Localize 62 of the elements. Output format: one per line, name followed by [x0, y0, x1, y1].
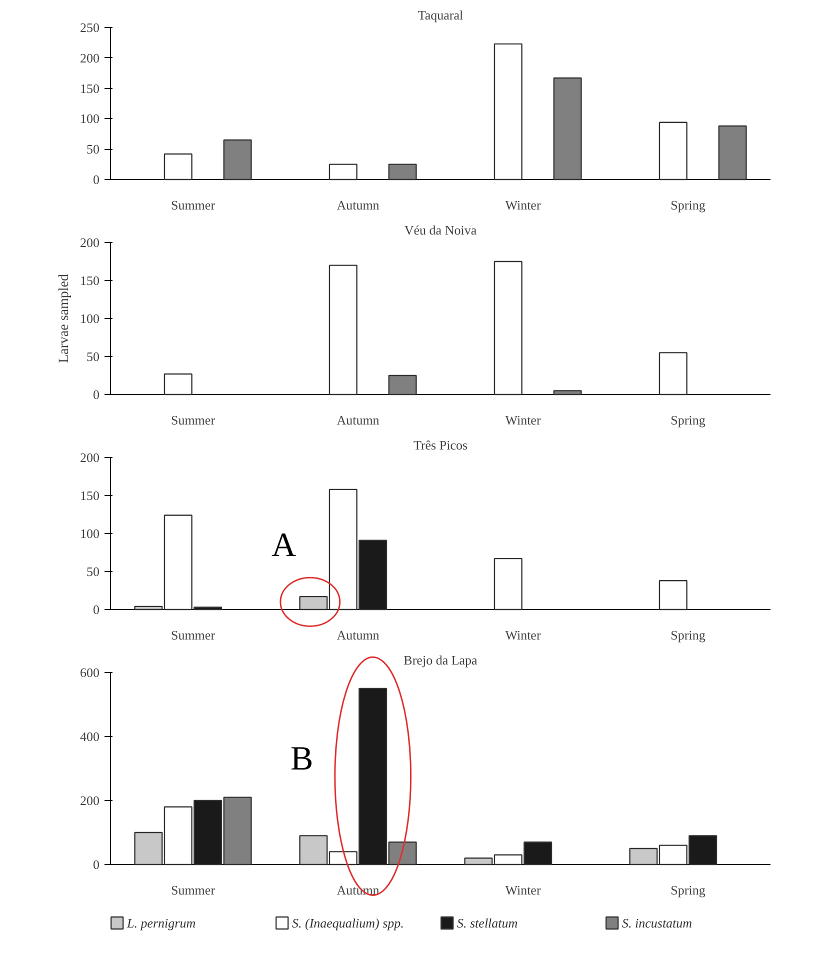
x-tick-label: Spring	[670, 412, 706, 428]
y-tick-label: 200	[80, 450, 100, 465]
y-tick-label: 0	[93, 857, 100, 872]
y-tick-label: 100	[80, 111, 100, 126]
y-tick-label: 50	[86, 142, 100, 157]
x-tick-label: Winter	[505, 198, 542, 212]
legend-label: S. incustatum	[622, 916, 692, 930]
bar	[328, 264, 358, 396]
y-tick-label: 200	[80, 235, 100, 250]
bar	[553, 390, 582, 396]
chart-title: Brejo da Lapa	[404, 652, 478, 668]
bar	[388, 164, 417, 180]
x-tick-label: Autumn	[336, 198, 380, 212]
x-tick-label: Spring	[670, 882, 706, 898]
bar	[494, 43, 522, 180]
y-tick-label: 200	[80, 793, 100, 808]
y-tick-label: 200	[80, 50, 100, 66]
x-tick-label: Winter	[505, 882, 542, 898]
y-tick-label: 150	[80, 273, 100, 288]
bar	[658, 122, 688, 180]
bar	[658, 352, 688, 396]
y-tick-label: 0	[93, 387, 100, 402]
bar	[553, 77, 582, 180]
x-tick-label: Summer	[170, 412, 216, 428]
bar	[164, 153, 192, 180]
y-tick-label: 150	[80, 488, 100, 503]
y-tick-label: 50	[86, 564, 100, 579]
legend-label: S. (Inaequalium) spp.	[292, 916, 404, 930]
y-tick-label: 150	[80, 80, 100, 96]
x-tick-label: Autumn	[336, 628, 380, 642]
y-tick-label: 400	[80, 729, 100, 744]
y-axis-title: Larvae sampled	[57, 274, 72, 364]
chart-title: Três Picos	[413, 438, 468, 452]
bar	[494, 558, 522, 610]
bar	[388, 374, 417, 396]
y-tick-label: 0	[93, 602, 100, 617]
legend-label: S. stellatum	[457, 916, 518, 930]
x-tick-label: Winter	[505, 628, 542, 642]
y-tick-label: 250	[80, 20, 100, 35]
y-tick-label: 100	[80, 311, 100, 326]
bar	[328, 164, 358, 180]
bar	[164, 373, 192, 396]
bar	[718, 125, 747, 180]
legend-label: L. pernigrum	[126, 916, 196, 930]
chart-title: Véu da Noiva	[404, 222, 477, 238]
y-tick-label: 100	[80, 526, 100, 541]
x-tick-label: Summer	[170, 198, 216, 212]
x-tick-label: Winter	[505, 412, 542, 428]
y-tick-label: 50	[86, 349, 100, 364]
x-tick-label: Autumn	[336, 412, 380, 428]
bar	[658, 580, 688, 610]
chart-title: Taquaral	[418, 8, 464, 22]
annotation: B	[290, 740, 314, 778]
x-tick-label: Spring	[670, 198, 706, 212]
x-tick-label: Summer	[170, 628, 216, 642]
bar	[494, 260, 522, 396]
y-tick-label: 600	[80, 665, 100, 680]
bar	[223, 139, 252, 180]
y-tick-label: 0	[93, 172, 100, 187]
x-tick-label: Summer	[170, 882, 216, 898]
x-tick-label: Spring	[670, 628, 706, 642]
annotation: A	[271, 527, 296, 564]
